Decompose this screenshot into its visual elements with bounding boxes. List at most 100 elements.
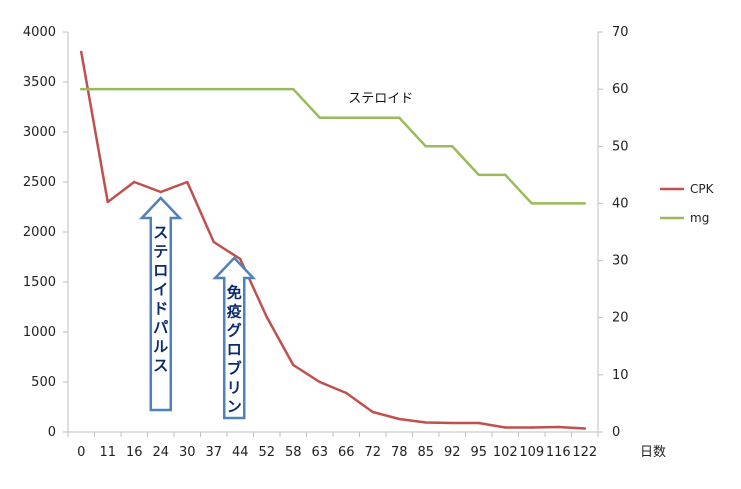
data-point-mg <box>477 173 480 177</box>
data-point-cpk <box>106 200 109 204</box>
data-point-mg <box>557 202 560 205</box>
data-point-mg <box>451 145 454 148</box>
left-tick-label: 1500 <box>23 275 56 290</box>
data-point-cpk <box>477 421 480 425</box>
x-tick-label: 30 <box>179 445 196 460</box>
data-point-cpk <box>292 363 295 367</box>
data-point-cpk <box>265 315 268 319</box>
axes <box>67 32 599 433</box>
x-tick-label: 116 <box>546 445 571 460</box>
right-tick-label: 30 <box>612 254 629 269</box>
x-tick-label: 85 <box>417 445 434 460</box>
steroid-pulse-label-char: ド <box>153 300 168 318</box>
series-line-cpk <box>80 50 586 430</box>
data-point-mg <box>80 87 83 91</box>
x-tick-label: 95 <box>470 445 487 460</box>
data-point-cpk <box>504 426 507 429</box>
x-tick-label: 16 <box>126 445 143 460</box>
data-point-mg <box>265 87 268 91</box>
immunoglobulin-arrow <box>212 256 257 420</box>
data-point-cpk <box>451 421 454 425</box>
left-tick-label: 3000 <box>23 125 56 140</box>
steroid-pulse-label-char: パ <box>153 319 168 337</box>
immunoglobulin-label-char: ン <box>227 398 242 416</box>
x-tick-label: 37 <box>205 445 222 460</box>
left-tick-label: 0 <box>48 425 56 440</box>
legend-label-cpk: CPK <box>690 182 715 196</box>
x-tick-label: 72 <box>364 445 381 460</box>
immunoglobulin-label-char: 疫 <box>227 303 242 321</box>
left-tick-label: 1000 <box>23 325 56 340</box>
data-point-cpk <box>212 240 215 244</box>
data-point-cpk <box>530 426 533 429</box>
steroid-pulse-label-char: ス <box>153 357 168 375</box>
data-point-cpk <box>371 410 374 414</box>
data-point-mg <box>318 116 321 119</box>
x-axis-title: 日数 <box>640 445 666 460</box>
x-axis-ticks: 0 11 16 24 30 37 44 52 58 63 66 72 78 85 92 95 102 109 116… <box>67 432 599 460</box>
steroid-pulse-label-char: ロ <box>153 262 168 280</box>
data-point-mg <box>530 202 533 205</box>
data-point-mg <box>292 87 295 91</box>
steroid-pulse-label-char: テ <box>153 243 168 261</box>
steroid-pulse-label-char: イ <box>153 281 168 299</box>
data-point-cpk <box>133 180 136 184</box>
data-point-cpk <box>186 180 189 184</box>
right-tick-label: 70 <box>612 25 629 40</box>
immunoglobulin-label-char: グ <box>227 322 242 340</box>
steroid-annotation: ステロイド <box>348 92 413 107</box>
series <box>80 50 586 430</box>
data-point-cpk <box>80 50 83 54</box>
data-point-mg <box>212 87 215 91</box>
x-tick-label: 58 <box>285 445 302 460</box>
data-point-mg <box>106 87 109 91</box>
left-tick-label: 4000 <box>23 25 56 40</box>
data-point-mg <box>133 87 136 91</box>
steroid-pulse-label-char: ル <box>153 338 168 356</box>
series-line-mg <box>80 87 586 205</box>
x-tick-label: 109 <box>519 445 544 460</box>
immunoglobulin-label-char: ブ <box>227 360 242 378</box>
data-point-mg <box>239 87 242 91</box>
right-tick-label: 60 <box>612 82 629 97</box>
data-point-mg <box>583 202 586 205</box>
immunoglobulin-label-char: リ <box>227 379 242 397</box>
x-tick-label: 44 <box>232 445 249 460</box>
legend: CPK mg <box>660 182 715 225</box>
x-tick-label: 63 <box>311 445 328 460</box>
right-tick-label: 10 <box>612 368 629 383</box>
left-tick-label: 2000 <box>23 225 56 240</box>
right-tick-label: 40 <box>612 196 629 211</box>
data-point-mg <box>345 116 348 119</box>
steroid-pulse-label-char: ス <box>153 224 168 242</box>
steroid-pulse-arrow <box>138 196 183 412</box>
data-point-cpk <box>345 391 348 395</box>
data-point-mg <box>424 145 427 148</box>
x-tick-label: 92 <box>444 445 461 460</box>
data-point-cpk <box>159 190 162 194</box>
data-point-mg <box>371 116 374 119</box>
x-tick-label: 11 <box>99 445 116 460</box>
left-tick-label: 3500 <box>23 75 56 90</box>
legend-label-mg: mg <box>690 211 709 225</box>
x-tick-label: 52 <box>258 445 275 460</box>
right-tick-label: 0 <box>612 425 620 440</box>
x-tick-label: 102 <box>493 445 518 460</box>
data-point-cpk <box>239 257 242 261</box>
right-tick-label: 50 <box>612 139 629 154</box>
x-tick-label: 24 <box>152 445 169 460</box>
immunoglobulin-label-char: 免 <box>227 284 242 302</box>
data-point-cpk <box>398 417 401 421</box>
left-tick-label: 2500 <box>23 175 56 190</box>
x-tick-label: 0 <box>77 445 85 460</box>
data-point-cpk <box>557 425 560 429</box>
x-tick-label: 122 <box>572 445 597 460</box>
data-point-cpk <box>583 427 586 430</box>
right-axis-ticks: 0 10 20 30 40 50 60 70 <box>598 25 629 440</box>
x-tick-label: 78 <box>391 445 408 460</box>
x-tick-label: 66 <box>338 445 355 460</box>
left-tick-label: 500 <box>31 375 56 390</box>
